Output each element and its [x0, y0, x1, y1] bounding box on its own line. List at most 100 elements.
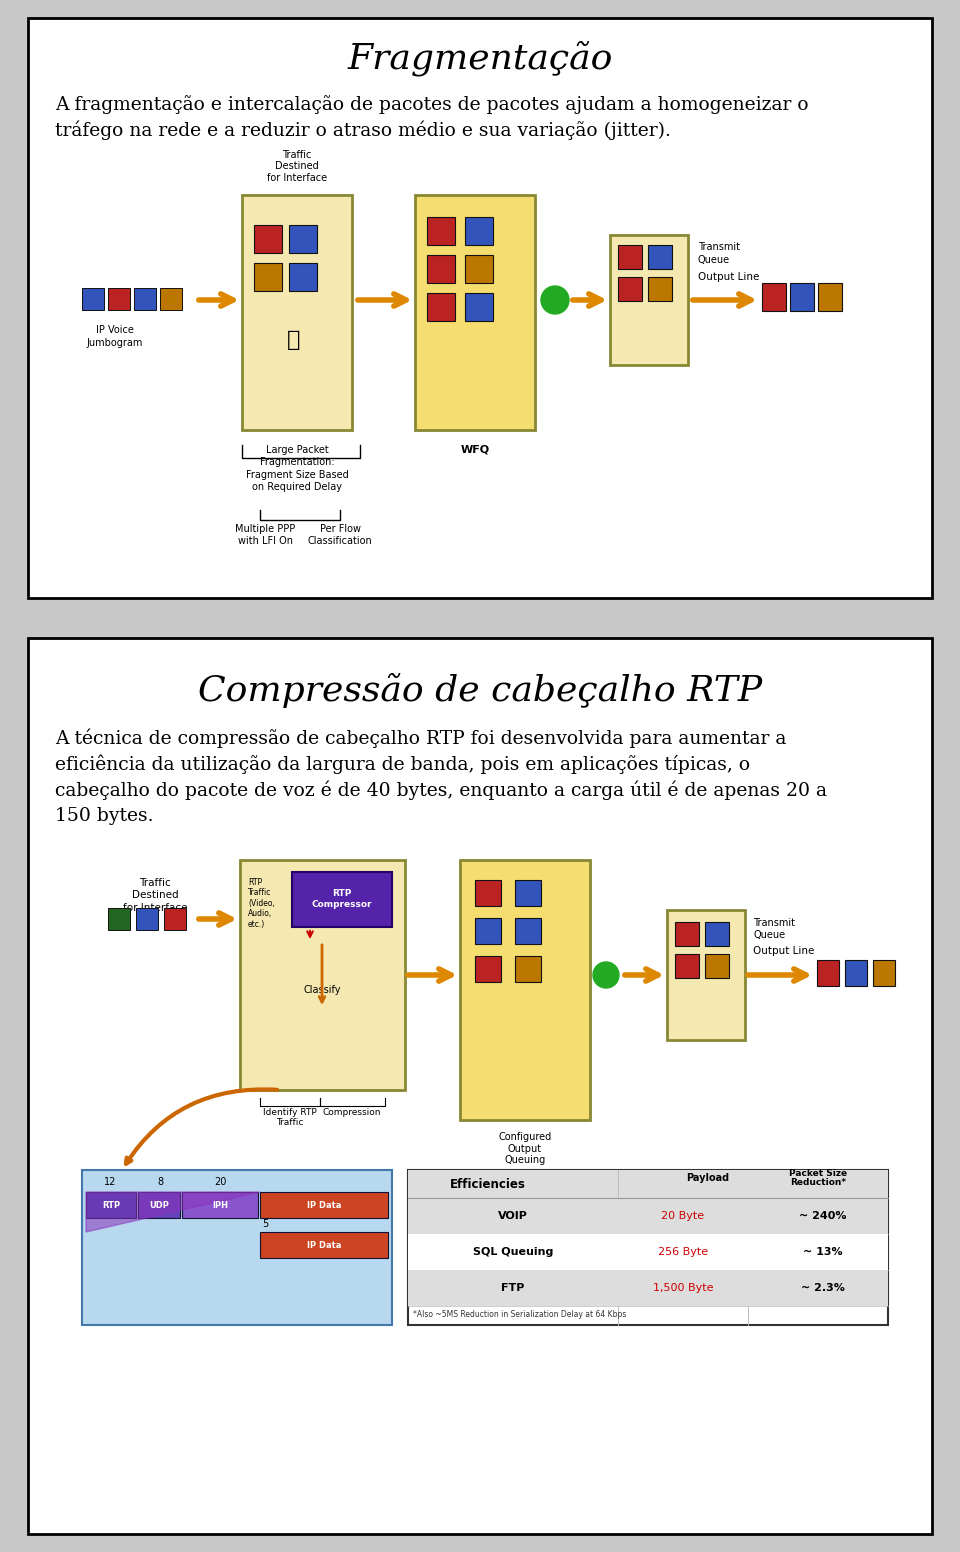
Text: tráfego na rede e a reduzir o atraso médio e sua variação (jitter).: tráfego na rede e a reduzir o atraso méd… [55, 120, 671, 140]
Bar [182, 1192, 258, 1218]
Bar [465, 255, 493, 282]
Bar [610, 234, 688, 365]
Text: ~ 2.3%: ~ 2.3% [801, 1284, 845, 1293]
Text: 8: 8 [156, 1176, 163, 1187]
Text: eficiência da utilização da largura de banda, pois em aplicações típicas, o: eficiência da utilização da largura de b… [55, 754, 750, 774]
Text: VOIP: VOIP [498, 1211, 528, 1221]
Bar [415, 196, 535, 430]
Bar [108, 908, 130, 930]
Text: WFQ: WFQ [461, 444, 490, 455]
Bar [790, 282, 814, 310]
Bar [515, 880, 541, 906]
Text: ~ 13%: ~ 13% [804, 1246, 843, 1257]
Text: ~ 240%: ~ 240% [800, 1211, 847, 1221]
Bar [675, 954, 699, 978]
Text: 20: 20 [214, 1176, 227, 1187]
Text: Per Flow
Classification: Per Flow Classification [307, 525, 372, 546]
Bar [408, 1270, 888, 1305]
Bar [408, 1198, 888, 1234]
Bar [475, 917, 501, 944]
Bar [427, 255, 455, 282]
Text: Traffic
Destined
for Interface: Traffic Destined for Interface [123, 878, 187, 913]
Text: A fragmentação e intercalação de pacotes de pacotes ajudam a homogeneizar o: A fragmentação e intercalação de pacotes… [55, 96, 808, 115]
Text: Fragmentação: Fragmentação [348, 40, 612, 76]
Text: cabeçalho do pacote de voz é de 40 bytes, enquanto a carga útil é de apenas 20 a: cabeçalho do pacote de voz é de 40 bytes… [55, 781, 827, 799]
Bar [873, 961, 895, 986]
Bar [292, 872, 392, 927]
Bar [648, 276, 672, 301]
Polygon shape [86, 1192, 260, 1232]
Text: Configured
Output
Queuing: Configured Output Queuing [498, 1131, 552, 1166]
Text: IP Data: IP Data [307, 1240, 341, 1249]
Bar [164, 908, 186, 930]
Text: · · ·: · · · [514, 1001, 536, 1015]
Text: FTP: FTP [501, 1284, 525, 1293]
Bar [138, 1192, 180, 1218]
Bar [86, 1192, 136, 1218]
Bar [28, 638, 932, 1533]
Bar [648, 245, 672, 268]
Bar [845, 961, 867, 986]
Text: 150 bytes.: 150 bytes. [55, 807, 154, 826]
Bar [618, 245, 642, 268]
Text: A técnica de compressão de cabeçalho RTP foi desenvolvida para aumentar a: A técnica de compressão de cabeçalho RTP… [55, 728, 786, 748]
Bar [254, 225, 282, 253]
Text: Payload: Payload [686, 1173, 730, 1183]
Text: IP Data: IP Data [307, 1201, 341, 1209]
Text: IPH: IPH [212, 1201, 228, 1209]
Text: Efficiencies: Efficiencies [450, 1178, 526, 1190]
Bar [817, 961, 839, 986]
Bar [267, 306, 322, 376]
Bar [427, 217, 455, 245]
Text: *Also ~5MS Reduction in Serialization Delay at 64 Kbps: *Also ~5MS Reduction in Serialization De… [413, 1310, 626, 1319]
Bar [160, 289, 182, 310]
Text: IP Voice: IP Voice [96, 324, 134, 335]
Bar [254, 262, 282, 292]
Bar [289, 262, 317, 292]
Bar [136, 908, 158, 930]
Text: Transmit: Transmit [698, 242, 740, 251]
Text: Queue: Queue [753, 930, 785, 941]
Bar [675, 922, 699, 947]
Text: Compressão de cabeçalho RTP: Compressão de cabeçalho RTP [198, 672, 762, 708]
Text: 20 Byte: 20 Byte [661, 1211, 705, 1221]
Text: Queue: Queue [698, 255, 731, 265]
Bar [28, 19, 932, 598]
Text: Identify RTP
Traffic: Identify RTP Traffic [263, 1108, 317, 1127]
Bar [818, 282, 842, 310]
Bar [260, 1192, 388, 1218]
Text: RTP
Traffic
(Video,
Audio,
etc.): RTP Traffic (Video, Audio, etc.) [248, 878, 275, 928]
Bar [240, 860, 405, 1090]
Text: 🔧: 🔧 [287, 331, 300, 351]
Text: UDP: UDP [149, 1201, 169, 1209]
Bar [762, 282, 786, 310]
Bar [242, 196, 352, 430]
Text: Output Line: Output Line [698, 272, 759, 282]
Bar [289, 225, 317, 253]
Bar [108, 289, 130, 310]
Bar [408, 1234, 888, 1270]
Text: 256 Byte: 256 Byte [658, 1246, 708, 1257]
Text: · · ·: · · · [464, 335, 486, 351]
Bar [260, 1232, 388, 1259]
Bar [460, 860, 590, 1121]
Text: Compression: Compression [323, 1108, 381, 1117]
Text: SQL Queuing: SQL Queuing [473, 1246, 553, 1257]
Text: Classify: Classify [303, 986, 341, 995]
Text: 1,500 Byte: 1,500 Byte [653, 1284, 713, 1293]
Bar [618, 276, 642, 301]
Text: 5: 5 [262, 1218, 268, 1229]
Bar [134, 289, 156, 310]
Bar [515, 917, 541, 944]
Bar [475, 880, 501, 906]
Circle shape [593, 962, 619, 989]
Text: Traffic
Destined
for Interface: Traffic Destined for Interface [267, 151, 327, 183]
Bar [408, 1170, 888, 1325]
Bar [667, 909, 745, 1040]
Bar [475, 956, 501, 982]
Circle shape [541, 286, 569, 314]
Text: Multiple PPP
with LFI On: Multiple PPP with LFI On [235, 525, 295, 546]
Bar [465, 293, 493, 321]
Bar [465, 217, 493, 245]
Text: 12: 12 [104, 1176, 116, 1187]
